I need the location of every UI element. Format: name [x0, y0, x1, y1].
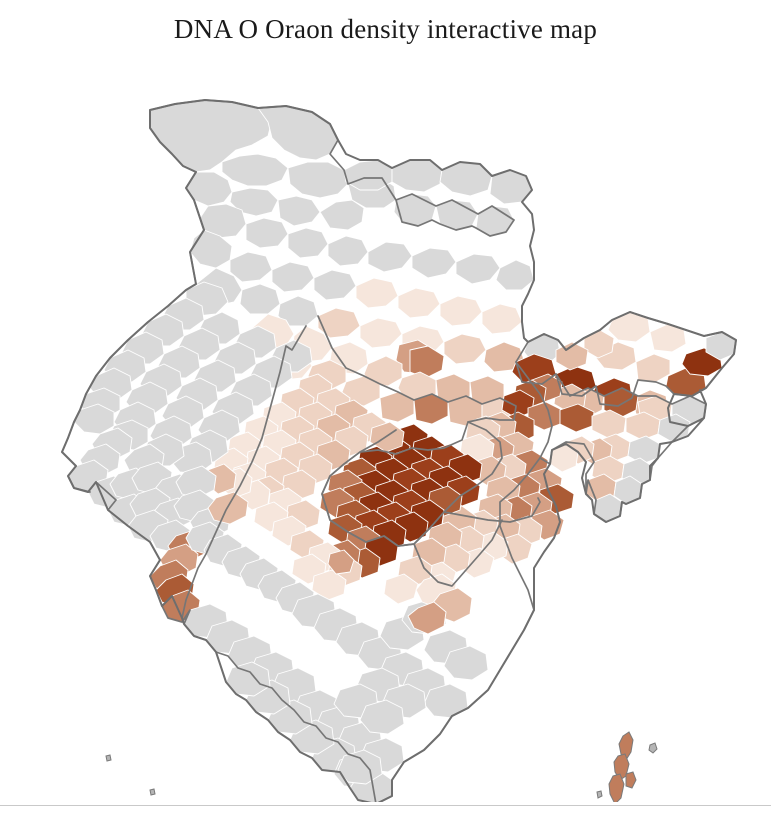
island-region[interactable]: [597, 791, 602, 798]
district-region[interactable]: [230, 188, 278, 216]
district-region[interactable]: [360, 318, 402, 348]
island-region[interactable]: [619, 732, 633, 760]
island-region[interactable]: [150, 789, 155, 795]
district-region[interactable]: [408, 602, 446, 634]
district-region[interactable]: [384, 574, 418, 604]
island-region[interactable]: [609, 774, 624, 802]
footer-divider: [0, 805, 771, 806]
district-region[interactable]: [320, 200, 364, 230]
district-region[interactable]: [636, 354, 670, 382]
island-region[interactable]: [106, 755, 111, 761]
district-region[interactable]: [398, 288, 440, 318]
district-region[interactable]: [356, 278, 398, 308]
district-region[interactable]: [412, 248, 456, 278]
district-layer[interactable]: [68, 100, 736, 802]
district-region[interactable]: [444, 646, 488, 680]
district-region[interactable]: [278, 196, 320, 226]
district-region[interactable]: [318, 308, 360, 338]
island-region[interactable]: [626, 772, 636, 788]
district-region[interactable]: [240, 284, 280, 314]
district-region[interactable]: [314, 270, 356, 300]
india-choropleth-map[interactable]: [0, 50, 771, 802]
district-region[interactable]: [312, 570, 346, 600]
district-region[interactable]: [368, 242, 412, 272]
district-region[interactable]: [444, 334, 486, 364]
map-canvas[interactable]: [0, 50, 771, 802]
district-region[interactable]: [246, 218, 288, 248]
district-region[interactable]: [592, 410, 626, 438]
district-region[interactable]: [328, 236, 368, 266]
district-region[interactable]: [456, 254, 500, 284]
district-region[interactable]: [230, 252, 272, 282]
page-title: DNA O Oraon density interactive map: [173, 14, 598, 44]
island-region[interactable]: [649, 743, 657, 753]
district-region[interactable]: [496, 260, 534, 290]
district-region[interactable]: [288, 162, 348, 198]
district-region[interactable]: [288, 228, 328, 258]
district-region[interactable]: [328, 550, 354, 574]
district-region[interactable]: [272, 262, 314, 292]
district-region[interactable]: [74, 404, 114, 434]
district-region[interactable]: [360, 700, 404, 734]
district-region[interactable]: [410, 346, 444, 378]
district-region[interactable]: [222, 154, 288, 186]
district-region[interactable]: [482, 304, 522, 334]
district-region[interactable]: [258, 106, 338, 160]
island-region[interactable]: [614, 754, 629, 780]
country-border-layer: [62, 100, 736, 802]
district-region[interactable]: [440, 296, 482, 326]
